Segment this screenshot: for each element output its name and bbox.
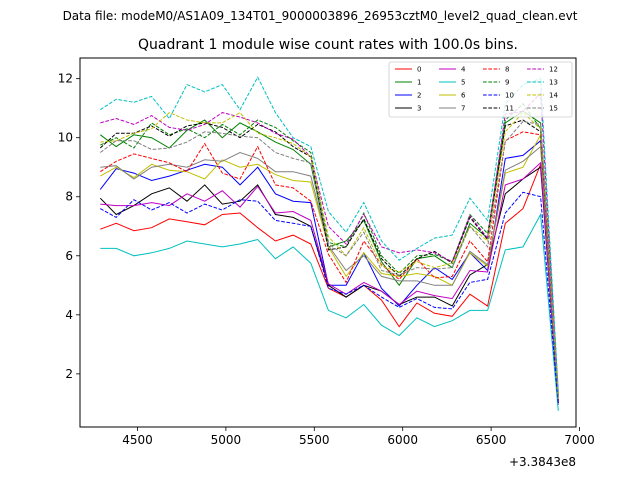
x-tick-label: 4500 [122, 433, 153, 447]
series-line-4 [100, 161, 559, 404]
legend-label-8: 8 [505, 66, 509, 74]
legend-label-5: 5 [461, 79, 465, 87]
y-tick-label: 10 [58, 131, 73, 145]
series-line-11 [99, 119, 559, 397]
legend-label-4: 4 [461, 66, 466, 74]
series-line-10 [100, 191, 559, 405]
legend-label-2: 2 [417, 92, 421, 100]
series-line-8 [100, 131, 559, 401]
series-line-15 [100, 120, 559, 398]
y-tick-label: 2 [65, 367, 73, 381]
legend-label-9: 9 [505, 79, 509, 87]
chart-title: Quadrant 1 module wise count rates with … [138, 37, 518, 53]
legend-label-0: 0 [417, 66, 421, 74]
x-tick-label: 5500 [299, 433, 330, 447]
legend-label-13: 13 [549, 79, 558, 87]
x-tick-label: 5000 [211, 433, 242, 447]
x-axis: 4500 5000 5500 6000 6500 7000 [122, 427, 595, 447]
series-line-7 [100, 145, 559, 402]
legend-box [388, 61, 573, 118]
legend-label-3: 3 [417, 105, 421, 113]
y-axis: 2 4 6 8 10 12 [58, 72, 80, 381]
x-offset-label: +3.3843e8 [509, 455, 576, 469]
plot-frame [79, 57, 577, 428]
series-line-6 [100, 133, 559, 402]
x-tick-label: 6000 [387, 433, 418, 447]
legend-label-11: 11 [505, 105, 514, 113]
x-tick-label: 6500 [476, 433, 507, 447]
legend-label-12: 12 [549, 66, 558, 74]
legend-label-1: 1 [417, 79, 421, 87]
legend-label-15: 15 [549, 105, 558, 113]
series-line-12 [100, 92, 559, 395]
figure-suptitle: Data file: modeM0/AS1A09_134T01_90000038… [63, 9, 578, 23]
y-tick-label: 8 [65, 190, 73, 204]
legend-label-6: 6 [461, 92, 466, 100]
legend-label-7: 7 [461, 105, 465, 113]
legend-label-10: 10 [505, 92, 514, 100]
y-tick-label: 12 [58, 72, 73, 86]
y-tick-label: 6 [65, 249, 73, 263]
y-tick-label: 4 [65, 308, 73, 322]
legend-label-14: 14 [549, 92, 558, 100]
x-tick-label: 7000 [564, 433, 595, 447]
series-line-13 [100, 76, 559, 392]
series-line-5 [100, 212, 559, 411]
series-line-14 [100, 111, 559, 398]
series-line-3 [99, 166, 559, 404]
series-layer [99, 76, 559, 411]
series-line-0 [100, 164, 559, 401]
